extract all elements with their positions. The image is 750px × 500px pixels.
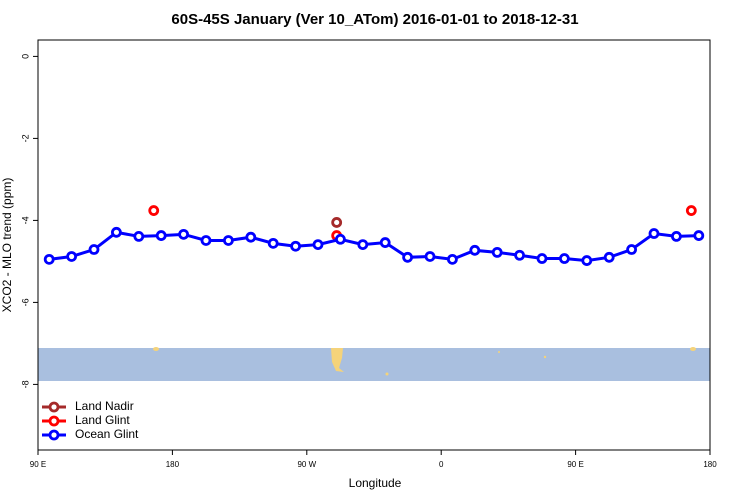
data-point — [66, 251, 77, 262]
data-point — [178, 228, 190, 240]
data-point — [693, 230, 705, 241]
data-point — [424, 251, 436, 262]
y-tick-label: -2 — [20, 134, 30, 142]
data-point — [648, 228, 660, 239]
y-tick-label: -4 — [20, 216, 30, 224]
y-tick-label: -6 — [20, 298, 30, 306]
data-point — [536, 253, 548, 264]
data-point — [603, 251, 615, 263]
data-point — [88, 244, 100, 255]
legend-label: Ocean Glint — [75, 427, 139, 441]
data-point — [245, 231, 257, 243]
data-point — [267, 237, 279, 249]
data-point — [559, 253, 570, 264]
y-tick-label: 0 — [20, 54, 30, 59]
data-point — [111, 226, 122, 238]
data-point — [334, 233, 346, 245]
data-point — [43, 253, 55, 265]
data-point — [200, 235, 212, 246]
x-tick-label: 90 W — [297, 460, 316, 469]
series-line — [49, 230, 699, 263]
data-point — [446, 253, 458, 265]
data-point — [312, 239, 324, 250]
data-point — [133, 230, 145, 242]
data-point — [155, 230, 167, 241]
plot-frame — [37, 39, 711, 451]
legend-label: Land Glint — [75, 413, 130, 427]
data-point — [685, 205, 697, 216]
x-tick-label: 180 — [703, 460, 717, 469]
data-point — [148, 205, 160, 216]
x-tick-label: 90 E — [567, 460, 583, 469]
data-point — [671, 230, 682, 242]
legend-marker — [48, 429, 60, 441]
map-strip — [38, 347, 710, 381]
chart-title: 60S-45S January (Ver 10_ATom) 2016-01-01… — [171, 11, 578, 28]
y-axis-label: XCO2 - MLO trend (ppm) — [0, 178, 14, 313]
data-point — [469, 244, 481, 256]
legend-marker — [48, 415, 60, 427]
x-tick-label: 180 — [166, 460, 180, 469]
data-point — [379, 237, 391, 248]
data-point — [626, 244, 637, 255]
x-tick-label: 90 E — [30, 460, 46, 469]
data-point — [290, 240, 302, 252]
x-axis-label: Longitude — [349, 476, 402, 490]
data-point — [402, 251, 414, 263]
data-point — [357, 239, 369, 250]
legend-marker — [48, 401, 60, 413]
x-tick-label: 0 — [439, 460, 444, 469]
y-tick-label: -8 — [20, 380, 30, 388]
data-point — [222, 235, 234, 246]
data-point — [491, 246, 503, 258]
data-point — [514, 249, 525, 261]
data-point — [331, 217, 343, 228]
data-point — [581, 255, 593, 266]
legend-label: Land Nadir — [75, 399, 134, 413]
